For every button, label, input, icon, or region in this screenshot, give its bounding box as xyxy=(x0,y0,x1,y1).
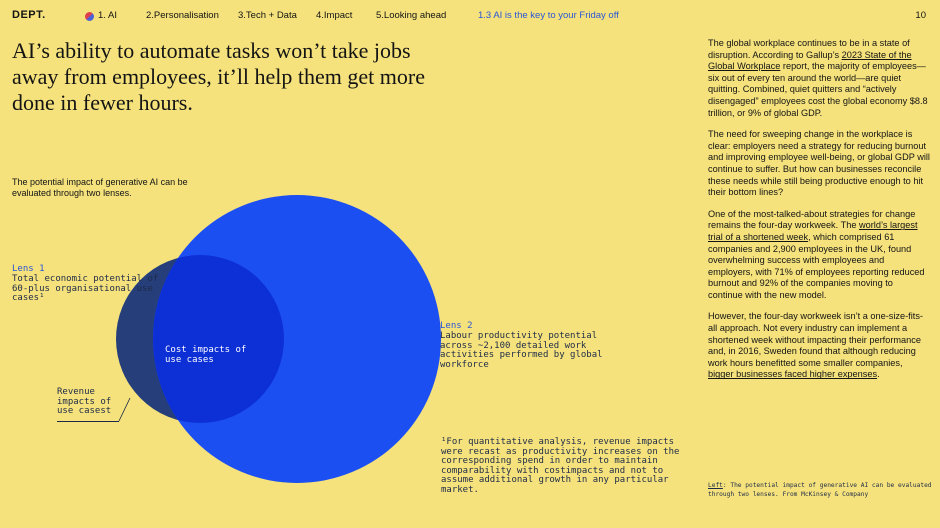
dept-logo[interactable]: DEPT. xyxy=(12,9,46,21)
lenses-intro: The potential impact of generative AI ca… xyxy=(12,177,188,198)
revenue-leader-line xyxy=(118,397,131,422)
page-number: 10 xyxy=(915,10,926,21)
paragraph-four-day-week: One of the most-talked-about strategies … xyxy=(708,208,925,300)
nav-item-ai[interactable]: 1. AI xyxy=(98,10,118,21)
footnote: ¹For quantitative analysis, revenue impa… xyxy=(441,437,680,495)
paragraph-sweeping-change: The need for sweeping change in the work… xyxy=(708,129,930,198)
revenue-impacts-label: Revenue impacts of use casest xyxy=(57,387,112,417)
caption-text: : The potential impact of generative AI … xyxy=(708,482,932,498)
revenue-label-underline xyxy=(57,421,119,422)
article-body: The global workplace continues to be in … xyxy=(708,38,930,391)
caption-lead: Left xyxy=(708,482,723,489)
link-bigger-businesses-expenses[interactable]: bigger businesses faced higher expenses xyxy=(708,369,878,380)
nav-item-current-section[interactable]: 1.3 AI is the key to your Friday off xyxy=(478,10,619,21)
lens2-description: Labour productivity potential across ~2,… xyxy=(440,331,603,370)
figure-caption: Left: The potential impact of generative… xyxy=(708,481,933,499)
nav-item-impact[interactable]: 4.Impact xyxy=(316,10,353,21)
link-shortened-week-trial[interactable]: world’s largest trial of a shortened wee… xyxy=(708,220,918,242)
lens2-title: Lens 2 xyxy=(440,321,473,331)
nav-item-tech-data[interactable]: 3.Tech + Data xyxy=(238,10,297,21)
lens1-title: Lens 1 xyxy=(12,264,45,274)
lens1-description: Total economic potential of 60-plus orga… xyxy=(12,274,159,304)
section-dot-icon xyxy=(85,12,94,21)
top-nav: DEPT. 1. AI 2.Personalisation 3.Tech + D… xyxy=(0,0,940,34)
nav-item-personalisation[interactable]: 2.Personalisation xyxy=(146,10,219,21)
page-headline: AI’s ability to automate tasks won’t tak… xyxy=(12,38,425,115)
paragraph-gallup: The global workplace continues to be in … xyxy=(708,38,928,118)
overlap-region xyxy=(153,255,284,423)
cost-impacts-label: Cost impacts of use cases xyxy=(165,345,247,365)
link-state-of-global-workplace[interactable]: 2023 State of the Global Workplace xyxy=(708,49,912,72)
paragraph-sweden: However, the four-day workweek isn’t a o… xyxy=(708,311,923,380)
nav-item-looking-ahead[interactable]: 5.Looking ahead xyxy=(376,10,447,21)
